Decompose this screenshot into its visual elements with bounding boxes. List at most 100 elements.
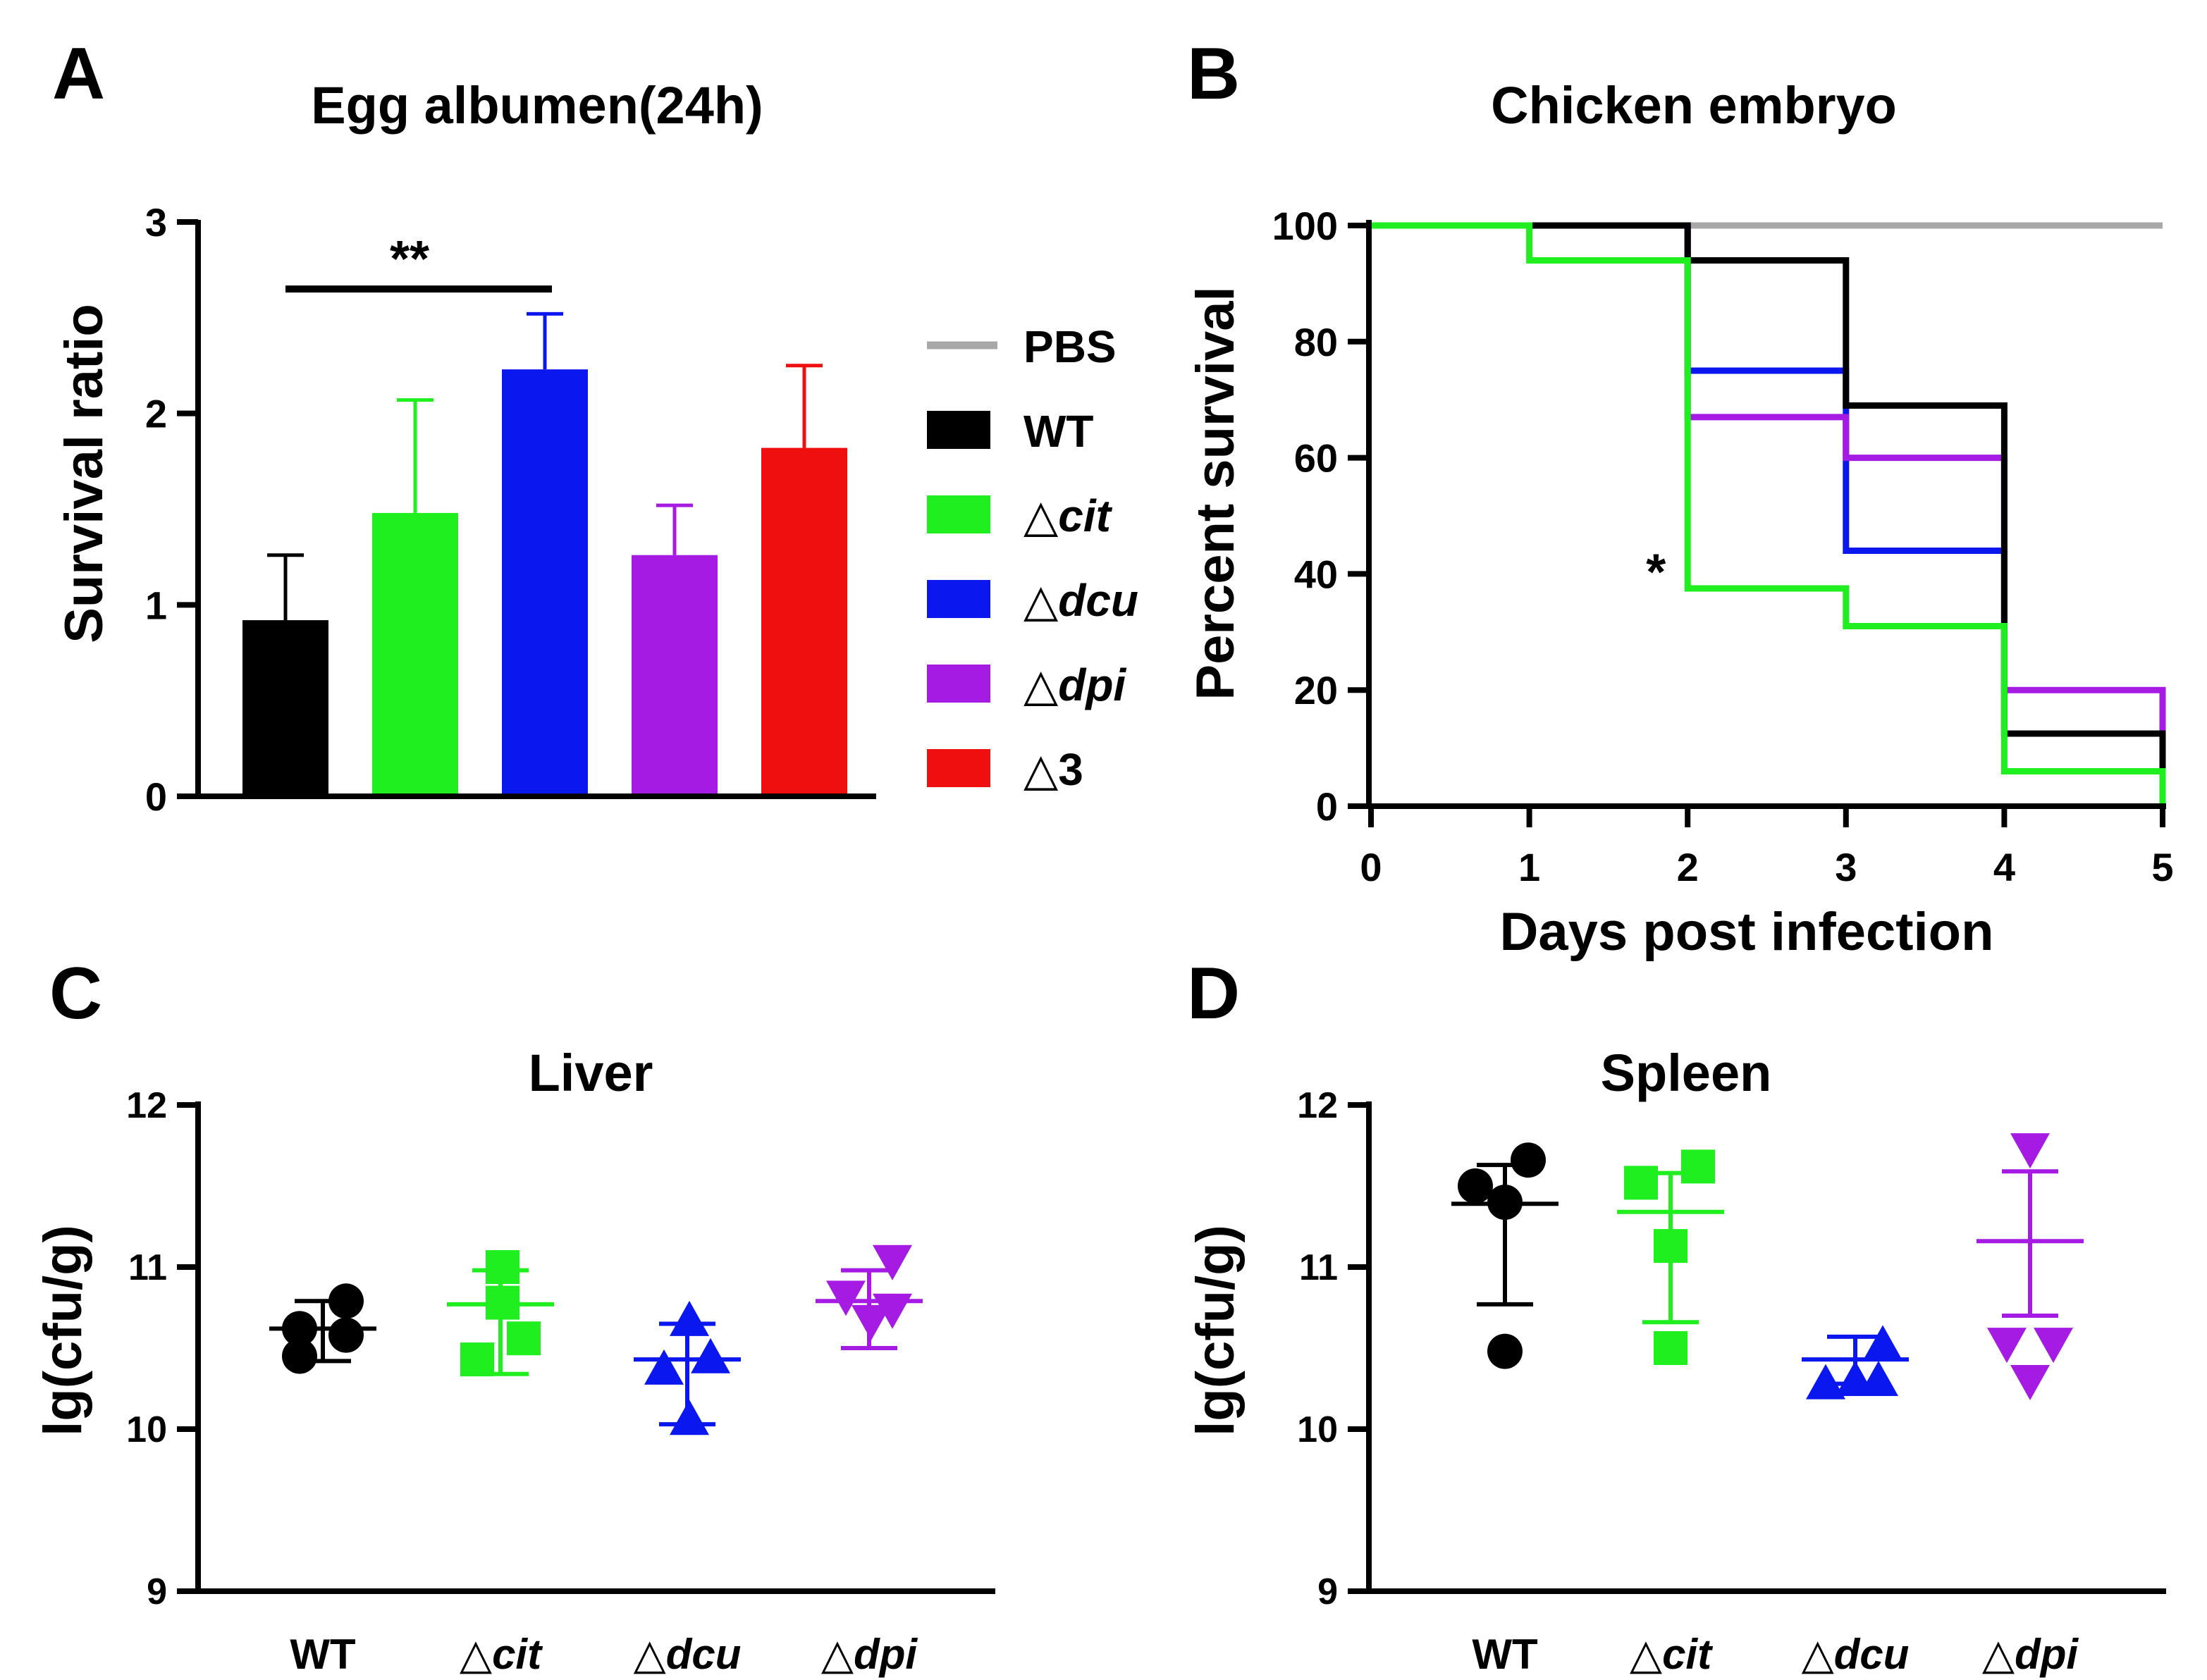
axes-a	[195, 220, 876, 799]
category-label-d-cit-name: cit	[1662, 1631, 1714, 1678]
y-tick-label-d-10: 10	[1297, 1409, 1338, 1450]
y-tick-label-b-0: 0	[1316, 784, 1338, 829]
y-tick-label-a-2: 2	[145, 392, 167, 436]
category-label-c-dpi-delta: △	[821, 1631, 854, 1678]
scatter-group-c-dcu-point-1	[644, 1349, 684, 1385]
category-label-c-cit-delta: △	[460, 1631, 492, 1678]
scatter-group-d-dcu-point-1	[1806, 1364, 1845, 1400]
category-label-c-wt: WT	[290, 1631, 355, 1678]
y-tick-label-c-12: 12	[126, 1085, 167, 1126]
legend-item-dpi-label: △dpi	[1023, 660, 1126, 710]
scatter-group-c-wt-point-1	[282, 1338, 317, 1374]
panel-letter-c: C	[49, 953, 102, 1034]
y-tick-label-c-10: 10	[126, 1409, 167, 1450]
y-tick-label-d-9: 9	[1317, 1571, 1338, 1612]
significance-a: **	[285, 231, 552, 293]
y-tick-label-a-0: 0	[145, 774, 167, 819]
category-label-c-dpi: △dpi	[821, 1631, 918, 1678]
scatter-group-d-dpi-point-2	[1987, 1328, 2027, 1364]
scatter-group-d-dpi	[1977, 1133, 2084, 1400]
category-label-c-dcu-delta: △	[634, 1631, 666, 1678]
x-tick-label-b-2: 2	[1677, 845, 1699, 889]
y-tick-label-b-100: 100	[1272, 204, 1338, 248]
y-tick-label-b-80: 80	[1294, 320, 1338, 364]
panel-letter-a: A	[52, 33, 105, 115]
y-ticks-d: 9 10 11 12	[1297, 1085, 1369, 1612]
scatter-group-c-cit	[447, 1250, 554, 1377]
category-label-d-dpi-delta: △	[1982, 1631, 2015, 1678]
category-labels-d: WT △cit △dcu △dpi	[1472, 1631, 2079, 1678]
legend-item-dcu: △dcu	[927, 575, 1138, 626]
category-label-d-wt-name: WT	[1472, 1631, 1537, 1678]
legend-item-dcu-swatch	[927, 580, 990, 618]
scatter-group-d-dpi-point-3	[2034, 1328, 2073, 1364]
scatter-groups-d	[1451, 1133, 2084, 1400]
legend-item-dcu-name: dcu	[1058, 575, 1138, 626]
legend-item-dcu-label: △dcu	[1023, 575, 1138, 626]
axes-b	[1366, 220, 2166, 809]
legend-item-pbs-name: PBS	[1023, 321, 1117, 372]
legend-item-wt-swatch	[927, 411, 990, 449]
category-label-d-dpi: △dpi	[1982, 1631, 2079, 1678]
scatter-group-c-dcu	[634, 1300, 741, 1435]
scatter-group-c-wt-point-2	[328, 1317, 364, 1353]
legend-item-3-swatch	[927, 749, 990, 787]
y-tick-label-a-3: 3	[145, 200, 167, 245]
category-label-d-wt: WT	[1472, 1631, 1537, 1678]
legend-item-3: △3	[927, 744, 1083, 795]
legend-item-dcu-delta: △	[1023, 575, 1059, 626]
scatter-group-d-cit-point-2	[1681, 1149, 1715, 1184]
category-labels-c: WT △cit △dcu △dpi	[290, 1631, 918, 1678]
legend-item-dpi-delta: △	[1023, 660, 1059, 710]
bar-dcu	[502, 369, 588, 796]
scatter-group-c-dpi-point-1	[826, 1280, 866, 1316]
significance-label-a: **	[390, 231, 429, 288]
scatter-group-d-wt	[1451, 1142, 1559, 1369]
y-axis-label-b: Percent survival	[1186, 286, 1246, 700]
category-label-d-dcu-name: dcu	[1834, 1631, 1910, 1678]
category-label-d-dcu: △dcu	[1802, 1631, 1910, 1678]
category-label-d-dcu-delta: △	[1802, 1631, 1834, 1678]
survival-curves-b	[1371, 222, 2166, 806]
panel-letter-d: D	[1187, 953, 1240, 1034]
legend-item-pbs-label: PBS	[1023, 321, 1117, 372]
legend-item-wt-name: WT	[1023, 406, 1094, 457]
bar-dpi	[632, 555, 718, 796]
chart-title-d: Spleen	[1601, 1044, 1772, 1102]
scatter-group-d-wt-point-4	[1487, 1333, 1523, 1369]
y-tick-label-b-60: 60	[1294, 436, 1338, 481]
legend-item-wt: WT	[927, 406, 1094, 457]
x-ticks-b: 0 1 2 3 4 5	[1360, 806, 2174, 889]
y-tick-label-c-9: 9	[147, 1571, 167, 1612]
legend-item-cit-name: cit	[1058, 490, 1112, 541]
legend-item-cit-delta: △	[1023, 490, 1059, 541]
scatter-group-d-dpi-point-1	[2010, 1133, 2050, 1169]
scatter-group-c-dcu-point-2	[691, 1338, 730, 1373]
survival-line-dcu	[1371, 222, 2163, 737]
category-label-d-cit-delta: △	[1630, 1631, 1662, 1678]
survival-line-cit	[1371, 222, 2166, 806]
legend-item-pbs: PBS	[927, 321, 1117, 372]
x-tick-label-b-0: 0	[1360, 845, 1382, 889]
legend-item-dpi: △dpi	[927, 660, 1126, 710]
bars-a	[242, 311, 847, 796]
annotations-b: *	[1646, 544, 1666, 600]
scatter-group-c-dcu-point-4	[670, 1300, 709, 1336]
y-axis-label-d: lg(cfu/g)	[1186, 1225, 1246, 1436]
category-label-d-cit: △cit	[1630, 1631, 1714, 1678]
legend-item-dpi-name: dpi	[1058, 660, 1126, 710]
scatter-group-c-wt	[269, 1283, 376, 1374]
chart-title-b: Chicken embryo	[1491, 76, 1897, 135]
significance-label-b: *	[1646, 544, 1666, 600]
scatter-group-d-dcu-point-2	[1863, 1325, 1902, 1361]
y-axis-label-a: Survival ratio	[54, 304, 114, 643]
scatter-group-c-cit-point-1	[460, 1342, 494, 1377]
legend-item-wt-label: WT	[1023, 406, 1094, 457]
panel-a-egg-albumen-bar-chart: A Egg albumen(24h) Survival ratio 0 1 2 3 *…	[52, 33, 876, 819]
scatter-group-c-dpi-point-4	[873, 1244, 912, 1280]
y-axis-label-c: lg(cfu/g)	[33, 1225, 93, 1436]
category-label-c-dpi-name: dpi	[854, 1631, 918, 1678]
